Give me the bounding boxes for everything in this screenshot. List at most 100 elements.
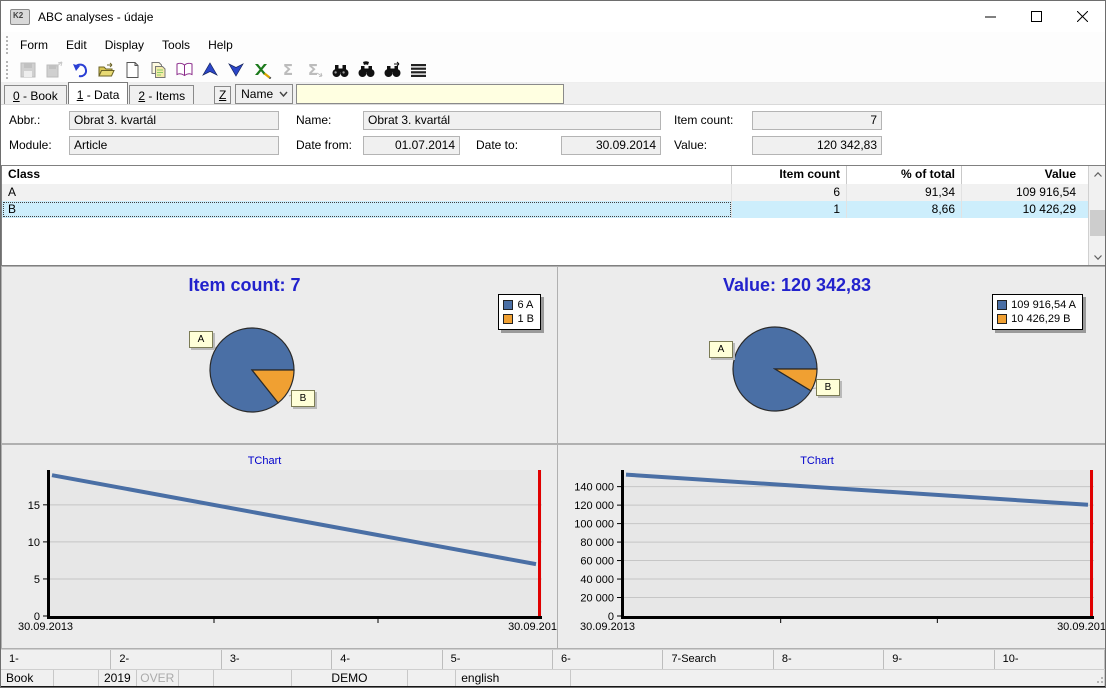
fkey-tab-4[interactable]: 4- (332, 650, 443, 669)
cell: 10 426,29 (1022, 202, 1076, 216)
toolbar-gripper (6, 60, 11, 79)
status-english: english (456, 670, 572, 686)
fkey-tab-3[interactable]: 3- (222, 650, 333, 669)
table-scrollbar[interactable] (1088, 166, 1105, 265)
menu-item-form[interactable]: Form (20, 37, 48, 52)
fkey-tab-1[interactable]: 1- (1, 650, 112, 669)
abbr-field[interactable]: Obrat 3. kvartál (69, 111, 279, 130)
table-header-row: Class Item count% of total Value (2, 166, 1105, 184)
copy-pages-icon[interactable] (145, 58, 171, 82)
title-bar: K2 ABC analyses - údaje (1, 1, 1105, 32)
svg-text:Σ: Σ (307, 61, 317, 78)
svg-text:60 000: 60 000 (580, 556, 614, 568)
svg-text:15: 15 (28, 500, 40, 512)
tab-strip: 0 - Book 1 - Data 2 - Items Z Name (1, 82, 1105, 105)
cell: 8,66 (847, 201, 962, 218)
maximize-button[interactable] (1013, 1, 1059, 32)
view-menu-icon[interactable] (405, 58, 431, 82)
fkey-tab-6[interactable]: 6- (553, 650, 664, 669)
status-over: OVER (137, 670, 179, 686)
date-from-field[interactable]: 01.07.2014 (363, 136, 460, 155)
status-2019: 2019 (99, 670, 137, 686)
svg-text:40 000: 40 000 (580, 574, 614, 586)
app-icon: K2 (10, 8, 30, 25)
function-key-bar: 1- 2- 3- 4- 5- 6- 7-Search 8- 9- 10- (1, 649, 1105, 669)
find-icon[interactable] (327, 58, 353, 82)
fkey-tab-5[interactable]: 5- (443, 650, 554, 669)
move-down-icon[interactable] (223, 58, 249, 82)
move-up-icon[interactable] (197, 58, 223, 82)
fkey-tab-9[interactable]: 9- (884, 650, 995, 669)
find-in-book-icon[interactable] (353, 58, 379, 82)
pie-label-a: A (189, 331, 213, 348)
undo-icon[interactable] (67, 58, 93, 82)
legend-label: 10 426,29 B (1011, 313, 1071, 325)
column-header-value[interactable]: Value (1044, 167, 1076, 181)
excel-export-icon[interactable] (249, 58, 275, 82)
cell: B (2, 201, 732, 218)
fkey-tab-10[interactable]: 10- (995, 650, 1105, 669)
date-to-field[interactable]: 30.09.2014 (561, 136, 661, 155)
date-from-label: Date from: (296, 138, 353, 152)
tab-items[interactable]: 2 - Items (129, 85, 195, 104)
x-axis-end-label: 30.09.201 (508, 621, 557, 633)
cell: A (2, 184, 732, 201)
pie-label-b: B (291, 390, 315, 407)
quick-search-input[interactable] (296, 84, 565, 104)
module-field[interactable]: Article (69, 136, 279, 155)
scrollbar-thumb[interactable] (1090, 210, 1105, 236)
legend-swatch (503, 314, 514, 324)
name-label: Name: (296, 113, 332, 127)
search-field-value: Name (241, 87, 274, 101)
menu-item-display[interactable]: Display (104, 37, 145, 52)
maximize-icon (1030, 11, 1042, 22)
date-to-label: Date to: (476, 138, 519, 152)
menu-bar: Form Edit Display Tools Help (1, 32, 1105, 57)
fkey-tab-7search[interactable]: 7-Search (663, 650, 774, 669)
sum-icon: Σ (275, 58, 301, 82)
z-button[interactable]: Z (214, 86, 232, 104)
open-book-icon[interactable] (171, 58, 197, 82)
record-form: Abbr.: Obrat 3. kvartál Name: Obrat 3. k… (1, 105, 1105, 165)
menu-item-tools[interactable]: Tools (162, 37, 191, 52)
status-cell-9 (571, 670, 1105, 686)
search-field-dropdown[interactable]: Name (235, 84, 294, 104)
tab-book[interactable]: 0 - Book (4, 85, 67, 104)
menu-item-help[interactable]: Help (208, 37, 233, 52)
value-label: Value: (674, 138, 708, 152)
name-field[interactable]: Obrat 3. kvartál (363, 111, 661, 130)
item-count-pie (209, 327, 303, 413)
scroll-up-icon[interactable] (1089, 166, 1105, 182)
legend-entry: 109 916,54 A (997, 298, 1076, 312)
svg-text:140 000: 140 000 (574, 482, 614, 494)
open-folder-icon[interactable] (93, 58, 119, 82)
tab-data[interactable]: 1 - Data (67, 82, 129, 104)
value-field[interactable]: 120 342,83 (752, 136, 882, 155)
close-button[interactable] (1059, 1, 1105, 32)
table-row-class-a[interactable]: A 6 91,34 109 916,54 (2, 184, 1105, 201)
value-trend-chart: 0 20 000 40 000 60 000 80 000 100 000 120 000 1… (574, 470, 1094, 623)
menu-item-edit[interactable]: Edit (66, 37, 87, 52)
status-cell-4 (179, 670, 214, 686)
abbr-label: Abbr.: (9, 113, 41, 127)
item-count-field[interactable]: 7 (752, 111, 882, 130)
chevron-down-icon (279, 91, 288, 97)
resize-grip[interactable] (1095, 675, 1103, 683)
new-document-icon[interactable] (119, 58, 145, 82)
fkey-tab-2[interactable]: 2- (111, 650, 222, 669)
minimize-button[interactable] (967, 1, 1013, 32)
find-next-icon[interactable] (379, 58, 405, 82)
svg-text:0: 0 (608, 611, 614, 623)
scroll-down-icon[interactable] (1089, 249, 1105, 265)
table-row-class-b[interactable]: B 1 8,66 10 426,29 (2, 201, 1105, 218)
value-trend-panel: TChart 0 20 000 40 000 60 000 80 000 100 000 1… (557, 444, 1105, 649)
legend-label: 1 B (517, 313, 534, 325)
value-pie (732, 326, 818, 412)
item-count-trend-chart: 0 5 10 15 (28, 470, 542, 623)
fkey-tab-8[interactable]: 8- (774, 650, 885, 669)
column-header-class[interactable]: Class (2, 166, 732, 184)
column-header--of-total[interactable]: % of total (847, 166, 962, 184)
column-header-item-count[interactable]: Item count (732, 166, 847, 184)
legend-entry: 10 426,29 B (997, 312, 1076, 326)
